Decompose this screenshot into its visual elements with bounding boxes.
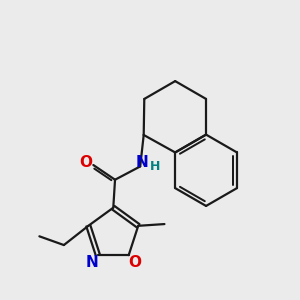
Text: N: N [136, 155, 148, 170]
Text: N: N [85, 255, 98, 270]
Text: O: O [128, 255, 142, 270]
Text: O: O [79, 155, 92, 170]
Text: H: H [150, 160, 160, 173]
